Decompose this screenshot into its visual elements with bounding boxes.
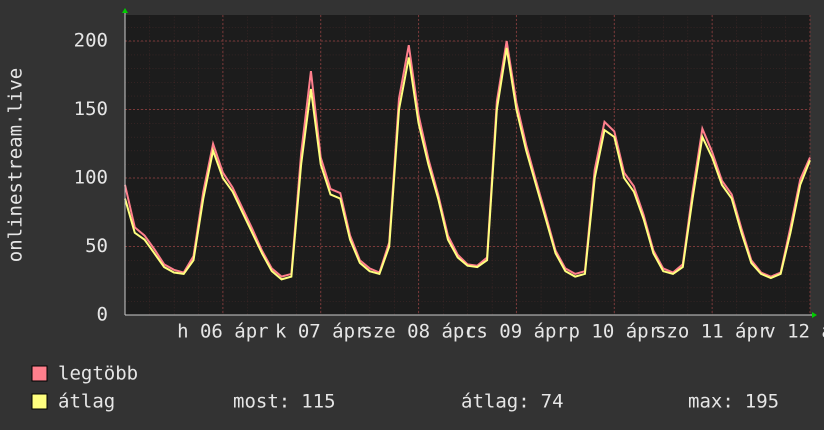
y-tick-label: 0 bbox=[97, 304, 108, 326]
series-line bbox=[124, 40, 811, 278]
y-tick-label: 150 bbox=[74, 98, 108, 120]
stat-label: most: bbox=[233, 391, 290, 413]
x-tick-label: szo 11 ápr bbox=[655, 321, 769, 343]
x-tick-label: p 10 ápr bbox=[569, 321, 661, 343]
stat-label: max: bbox=[688, 391, 734, 413]
minor-grid bbox=[125, 15, 810, 315]
legend-label: legtöbb bbox=[58, 363, 138, 385]
stat-value: 115 bbox=[301, 391, 335, 413]
y-tick-label: 100 bbox=[74, 167, 108, 189]
x-tick-label: h 06 ápr bbox=[177, 321, 269, 343]
x-tick-label: v 12 ápr bbox=[764, 321, 824, 343]
legend-label: átlag bbox=[58, 391, 115, 413]
legend-swatch bbox=[31, 365, 48, 382]
x-tick-label: k 07 ápr bbox=[275, 321, 367, 343]
y-tick-label: 50 bbox=[85, 235, 108, 257]
series-line bbox=[124, 47, 811, 281]
x-arrow bbox=[812, 312, 817, 318]
stat-label: átlag: bbox=[461, 391, 530, 413]
x-tick-label: cs 09 ápr bbox=[465, 321, 568, 343]
y-arrow bbox=[122, 8, 128, 13]
x-tick-label: sze 08 ápr bbox=[361, 321, 475, 343]
grid bbox=[125, 15, 811, 316]
stat-value: 195 bbox=[745, 391, 779, 413]
y-axis-label: onlinestream.live bbox=[5, 68, 27, 262]
stat-value: 74 bbox=[541, 391, 564, 413]
lines bbox=[124, 40, 811, 281]
y-tick-label: 200 bbox=[74, 30, 108, 52]
legend-swatch bbox=[31, 393, 48, 410]
